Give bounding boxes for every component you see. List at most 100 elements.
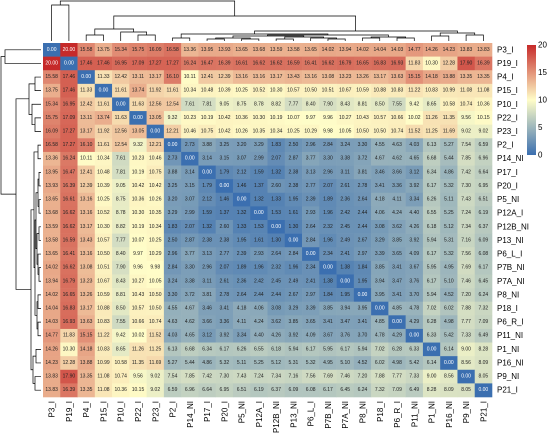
cell-value-label: 13.94 bbox=[339, 47, 352, 53]
heatmap-cell bbox=[112, 274, 130, 289]
heatmap-cell bbox=[163, 220, 182, 234]
cell-value-label: 6.55 bbox=[254, 346, 264, 352]
heatmap-cell bbox=[215, 97, 234, 112]
cell-value-label: 10.19 bbox=[132, 169, 145, 175]
heatmap-cell bbox=[405, 260, 424, 275]
heatmap-cell bbox=[232, 179, 251, 194]
cell-value-label: 3.66 bbox=[202, 319, 212, 325]
heatmap-cell bbox=[440, 206, 458, 221]
heatmap-cell bbox=[440, 56, 458, 71]
heatmap-cell bbox=[388, 124, 406, 139]
heatmap-cell bbox=[267, 369, 286, 384]
heatmap-cell bbox=[302, 247, 320, 262]
cell-value-label: 8.28 bbox=[427, 387, 437, 393]
cell-value-label: 15.15 bbox=[408, 74, 421, 80]
heatmap-cell bbox=[336, 138, 355, 153]
heatmap-cell bbox=[422, 151, 441, 166]
cell-value-label: 5.31 bbox=[289, 360, 299, 366]
cell-value-label: 10.34 bbox=[97, 156, 110, 162]
heatmap-cell bbox=[94, 369, 113, 384]
cell-value-label: 4.62 bbox=[185, 319, 195, 325]
cell-value-label: 0.00 bbox=[168, 142, 178, 148]
cell-value-label: 3.08 bbox=[375, 224, 385, 230]
cell-value-label: 0.00 bbox=[444, 360, 454, 366]
heatmap-cell bbox=[284, 97, 303, 112]
cell-value-label: 1.96 bbox=[323, 210, 333, 216]
cell-value-label: 3.88 bbox=[202, 142, 212, 148]
heatmap-cell bbox=[302, 369, 320, 384]
heatmap-cell bbox=[371, 301, 389, 316]
cell-value-label: 16.61 bbox=[63, 197, 76, 203]
cell-value-label: 6.09 bbox=[289, 387, 299, 393]
heatmap-cell bbox=[77, 301, 96, 316]
column-dendrogram bbox=[51, 0, 484, 41]
heatmap-cell bbox=[457, 369, 476, 384]
heatmap-cell bbox=[319, 97, 337, 112]
cell-value-label: 11.92 bbox=[149, 88, 161, 94]
cell-value-label: 10.83 bbox=[425, 88, 438, 94]
cell-value-label: 4.26 bbox=[271, 333, 281, 339]
cell-value-label: 4.95 bbox=[444, 265, 454, 271]
heatmap-cell bbox=[284, 43, 303, 57]
row-labels: P3_I P19_I P4_I P15_I P10_I P22_I P23_I P2_I P14… bbox=[497, 45, 529, 394]
cell-value-label: 2.87 bbox=[185, 237, 195, 243]
cell-value-label: 8.28 bbox=[478, 346, 488, 352]
heatmap-cell bbox=[94, 43, 113, 57]
heatmap-cell bbox=[60, 288, 78, 302]
cell-value-label: 8.56 bbox=[444, 374, 454, 380]
heatmap-cell bbox=[440, 179, 458, 194]
cell-value-label: 16.95 bbox=[63, 101, 76, 107]
cell-value-label: 0.00 bbox=[271, 224, 281, 230]
heatmap-cell bbox=[353, 220, 372, 234]
heatmap-cell bbox=[474, 192, 493, 207]
heatmap-cell bbox=[284, 206, 303, 221]
cell-value-label: 5.44 bbox=[444, 156, 454, 162]
heatmap-cell bbox=[77, 111, 96, 125]
heatmap-cell bbox=[336, 111, 355, 125]
cell-value-label: 12.56 bbox=[149, 101, 162, 107]
heatmap-cell bbox=[250, 301, 268, 316]
cell-value-label: 10.83 bbox=[97, 319, 110, 325]
cell-value-label: 7.16 bbox=[461, 237, 471, 243]
heatmap-cell bbox=[422, 111, 441, 125]
cell-value-label: 9.97 bbox=[306, 115, 316, 121]
heatmap-cell bbox=[60, 328, 78, 343]
heatmap-cell bbox=[60, 43, 78, 57]
heatmap-cell bbox=[112, 56, 130, 71]
cell-value-label: 10.15 bbox=[477, 115, 490, 121]
cell-value-label: 10.29 bbox=[149, 251, 162, 257]
heatmap-cell bbox=[284, 111, 303, 125]
heatmap-cell bbox=[336, 274, 355, 289]
cell-value-label: 10.42 bbox=[218, 115, 231, 121]
cell-value-label: 6.49 bbox=[478, 333, 488, 339]
row-label: P15_I bbox=[497, 86, 518, 95]
cell-value-label: 6.95 bbox=[478, 183, 488, 189]
cell-value-label: 13.65 bbox=[304, 47, 317, 53]
heatmap-cell bbox=[112, 43, 130, 57]
cell-value-label: 13.16 bbox=[253, 74, 266, 80]
heatmap-cell bbox=[422, 288, 441, 302]
dendrogram-link bbox=[34, 376, 41, 391]
heatmap-cell bbox=[371, 274, 389, 289]
cell-value-label: 1.84 bbox=[323, 292, 333, 298]
cell-value-label: 20.00 bbox=[45, 60, 58, 66]
heatmap-cell bbox=[215, 56, 234, 71]
heatmap-cell bbox=[457, 179, 476, 194]
cell-value-label: 3.62 bbox=[271, 319, 281, 325]
cell-value-label: 13.05 bbox=[149, 115, 162, 121]
cell-value-label: 7.02 bbox=[375, 346, 385, 352]
heatmap-cell bbox=[336, 328, 355, 343]
heatmap-cell bbox=[319, 151, 337, 166]
cell-value-label: 16.79 bbox=[63, 278, 76, 284]
cell-value-label: 3.30 bbox=[358, 142, 368, 148]
cell-value-label: 10.51 bbox=[97, 265, 110, 271]
dendrogram-link bbox=[15, 98, 31, 290]
cell-value-label: 1.33 bbox=[271, 197, 281, 203]
cell-value-label: 1.79 bbox=[219, 169, 229, 175]
heatmap-cell bbox=[457, 274, 476, 289]
cell-value-label: 16.58 bbox=[166, 47, 179, 53]
heatmap-cell bbox=[129, 151, 147, 166]
dendrogram-link bbox=[275, 38, 294, 41]
cell-value-label: 4.65 bbox=[409, 156, 419, 162]
heatmap-cell bbox=[319, 56, 337, 71]
